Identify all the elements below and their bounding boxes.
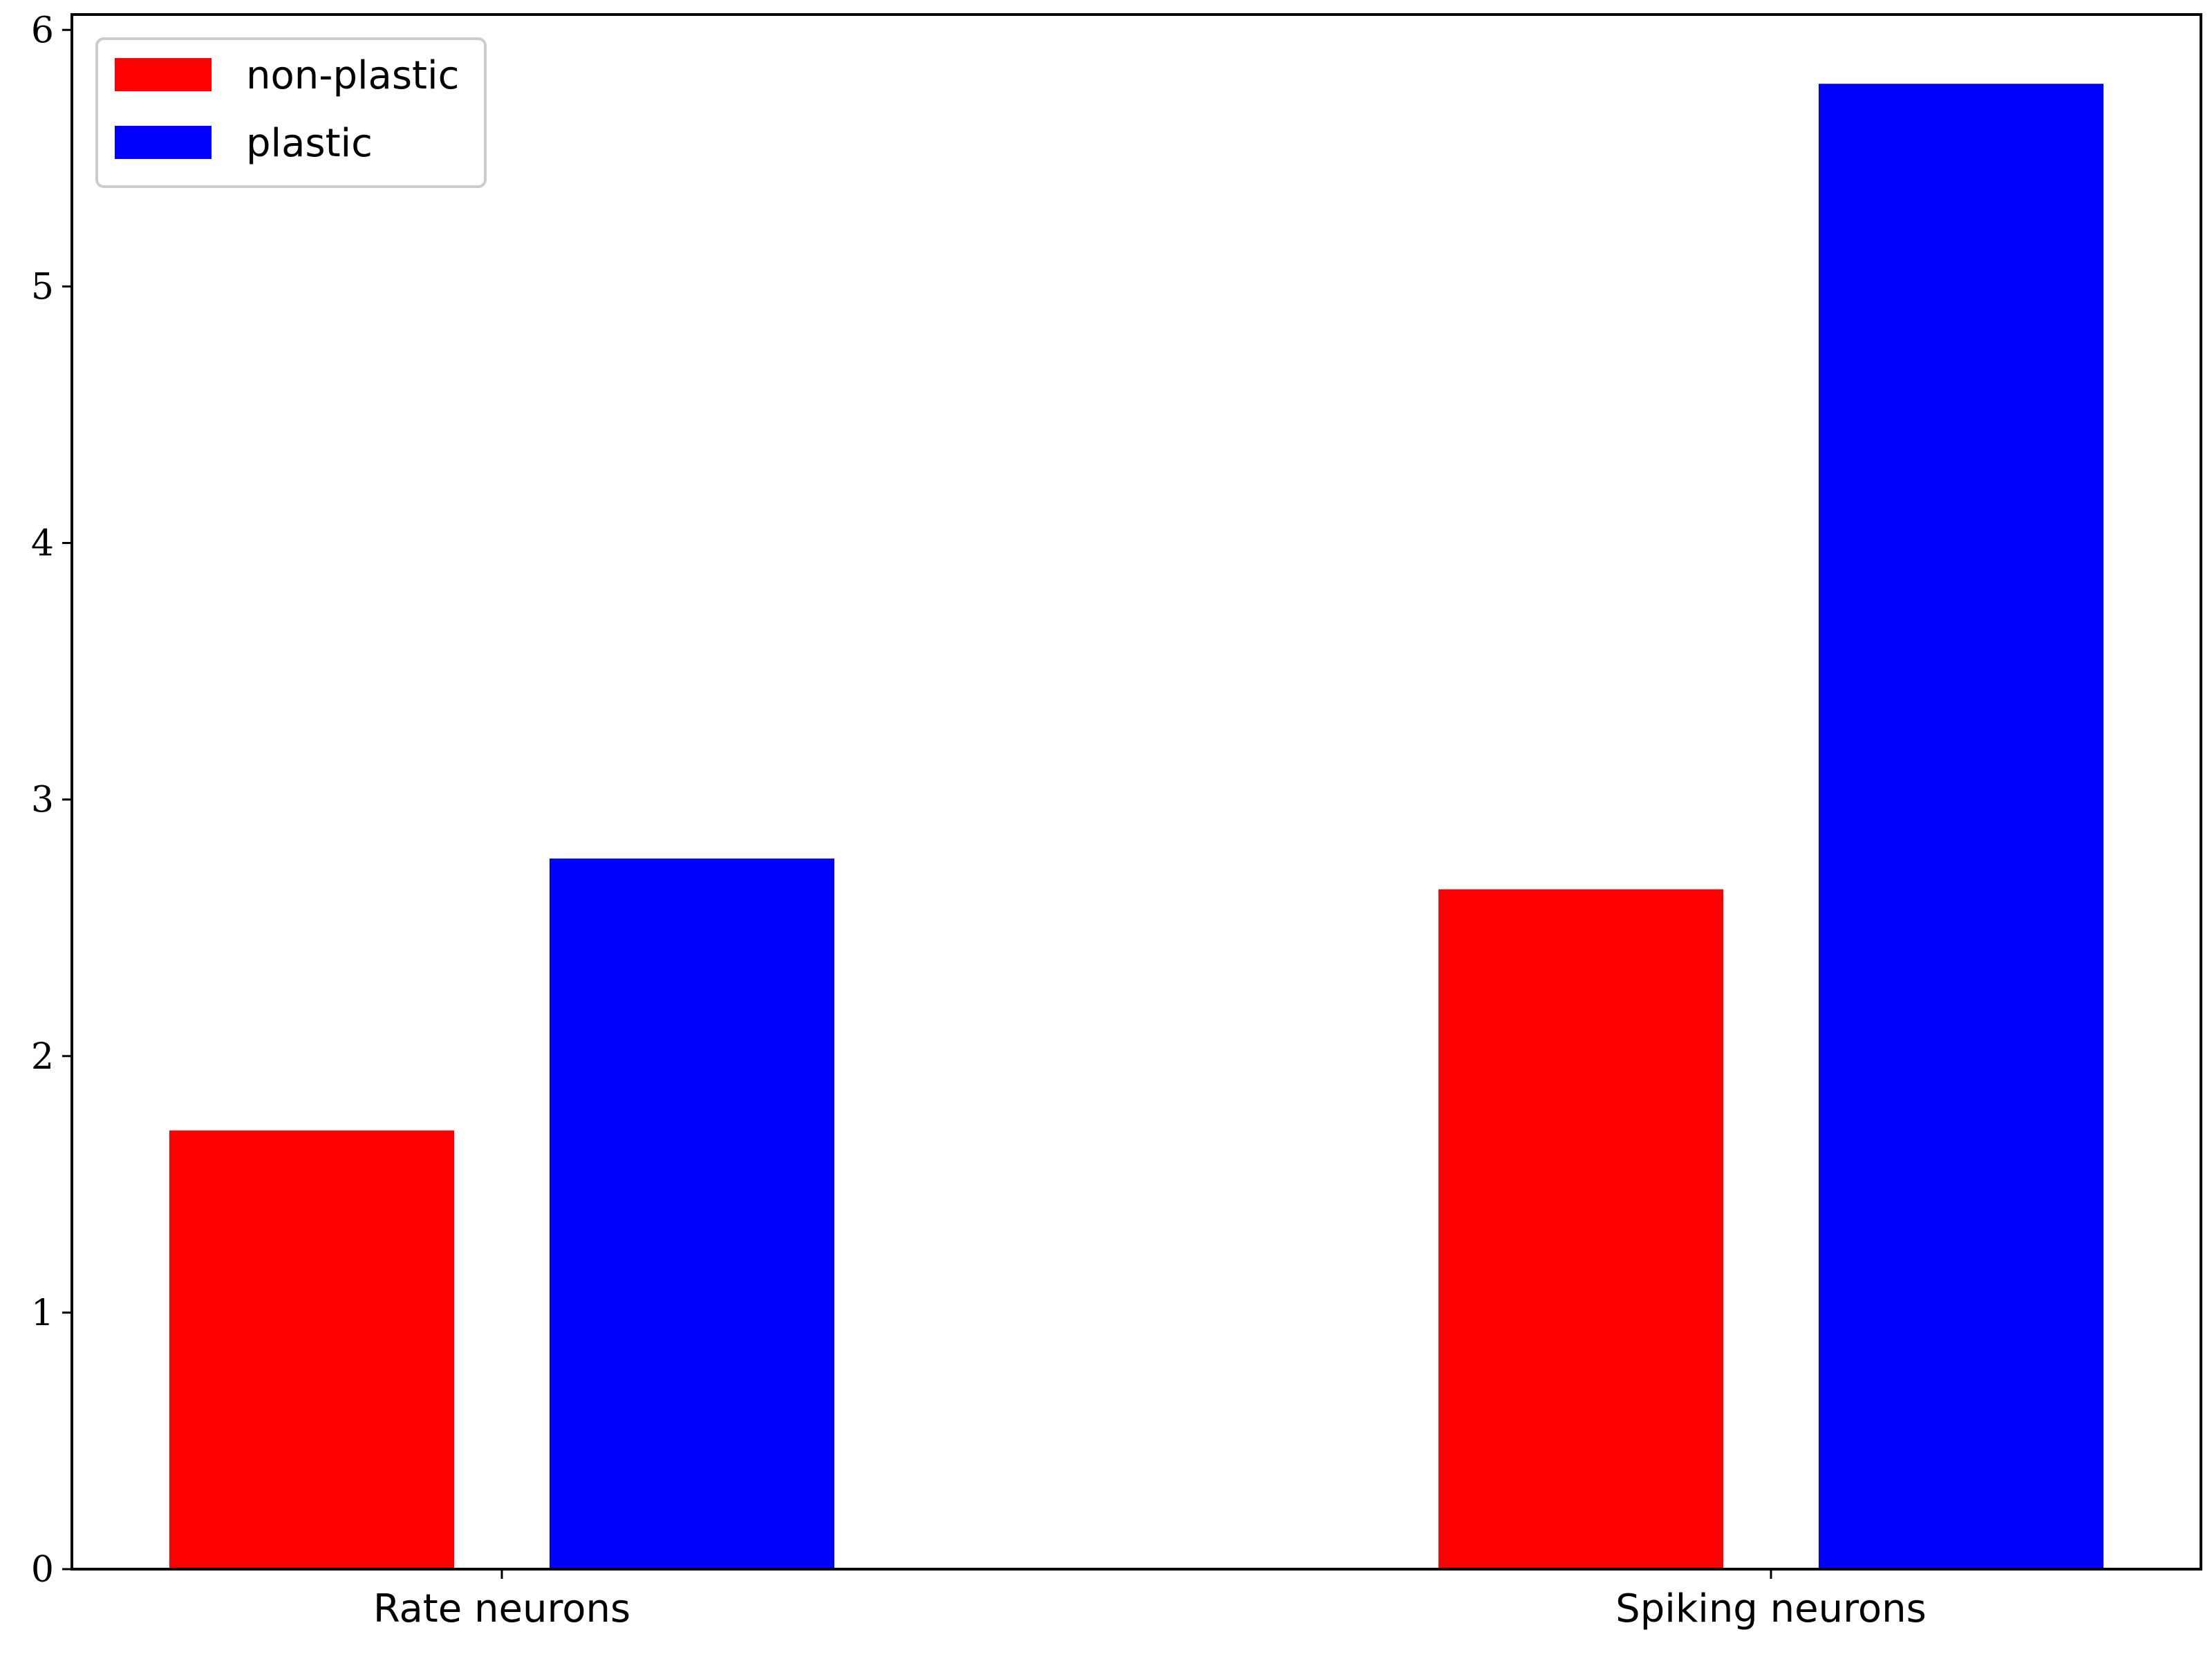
y-axis: 0 1 2 3 4 5 6 — [31, 10, 72, 1591]
legend-label-non-plastic: non-plastic — [246, 53, 459, 98]
y-tick-label: 6 — [31, 10, 54, 51]
legend: non-plastic plastic — [95, 37, 487, 188]
legend-label-plastic: plastic — [246, 121, 373, 166]
bars-group — [169, 84, 2103, 1570]
legend-swatch-non-plastic — [115, 58, 212, 91]
bar-non-plastic-0 — [169, 1130, 454, 1569]
legend-swatch-plastic — [115, 126, 212, 159]
x-axis: Rate neurons Spiking neurons — [373, 1569, 1927, 1631]
x-tick-label: Rate neurons — [373, 1586, 630, 1631]
y-tick-label: 5 — [31, 266, 54, 308]
y-tick-label: 4 — [31, 523, 54, 565]
y-tick-label: 3 — [31, 780, 54, 821]
bar-plastic-1 — [1819, 84, 2103, 1570]
y-tick-label: 2 — [31, 1036, 54, 1078]
bar-plastic-0 — [550, 858, 834, 1569]
y-tick-label: 0 — [31, 1549, 54, 1591]
y-tick-label: 1 — [31, 1293, 54, 1334]
x-tick-label: Spiking neurons — [1615, 1586, 1927, 1631]
bar-non-plastic-1 — [1438, 889, 1723, 1569]
plot-frame — [71, 13, 2202, 1571]
